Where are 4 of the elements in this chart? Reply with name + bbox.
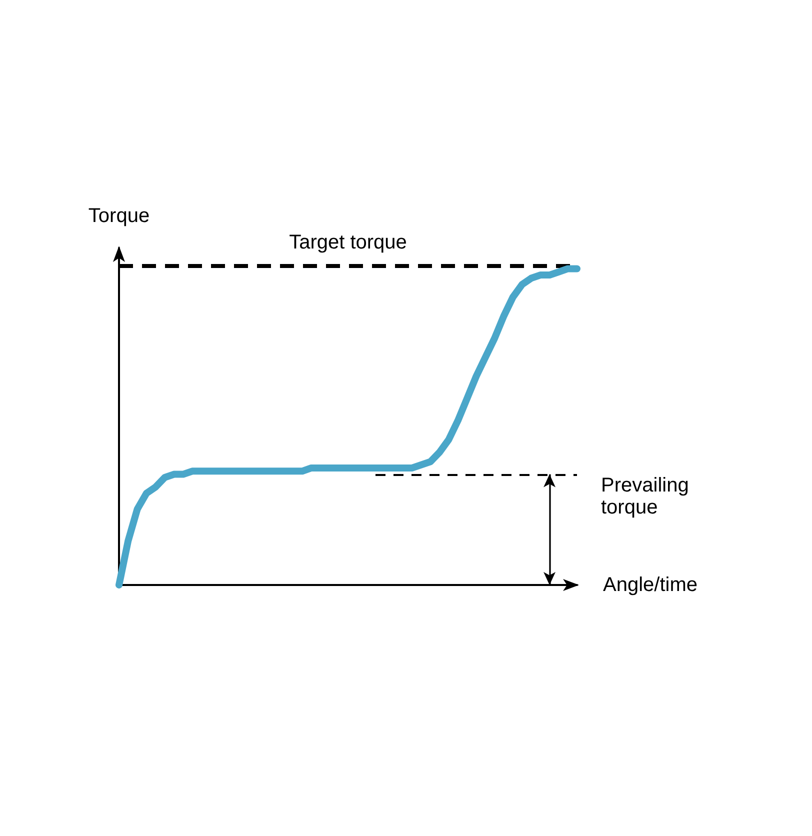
legend-label: Prevailing torque bbox=[601, 474, 694, 518]
ref-line-label: Target torque bbox=[289, 232, 407, 254]
y-axis-title: Torque bbox=[88, 205, 150, 227]
x-axis-title: Angle/time bbox=[603, 574, 698, 596]
